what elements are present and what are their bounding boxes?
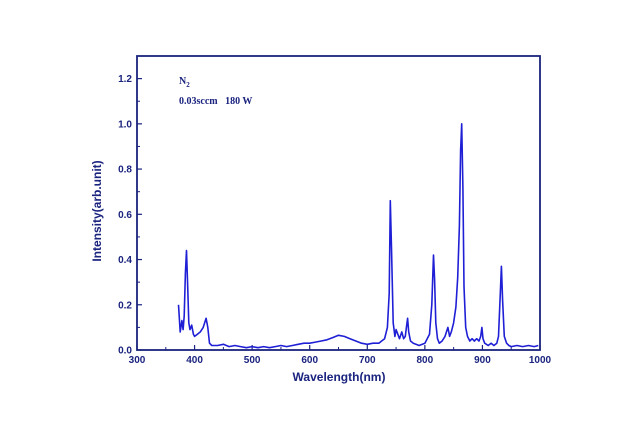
x-axis-label: Wavelength(nm) xyxy=(293,370,386,384)
ticks-layer xyxy=(136,78,541,351)
y-tick-label: 0.2 xyxy=(118,300,132,311)
x-tick-label: 500 xyxy=(244,355,261,366)
x-tick-label: 800 xyxy=(417,355,434,366)
y-tick-label: 0.8 xyxy=(118,165,132,176)
x-tick-label: 600 xyxy=(301,355,318,366)
gas-symbol: N xyxy=(179,76,187,87)
x-tick-label: 900 xyxy=(474,355,491,366)
conditions-annotation: 0.03sccm 180 W xyxy=(179,96,252,107)
y-tick-label: 0.4 xyxy=(118,255,132,266)
y-tick-label: 1.0 xyxy=(118,119,132,130)
gas-annotation: N2 xyxy=(179,76,190,89)
gas-subscript: 2 xyxy=(186,81,190,89)
x-tick-label: 400 xyxy=(186,355,203,366)
x-tick-label: 700 xyxy=(359,355,376,366)
y-tick-label: 1.2 xyxy=(118,74,132,85)
y-axis-label: Intensity(arb.unit) xyxy=(90,160,104,261)
x-tick-label: 300 xyxy=(129,355,146,366)
tick-labels-layer: 300 400 500 600 700 800 900 1000 0.0 0.2 0.4 0.6 0.8… xyxy=(118,74,551,366)
plot-frame xyxy=(136,55,541,351)
spectrum-series-line xyxy=(177,123,539,349)
x-tick-label: 1000 xyxy=(529,355,552,366)
y-tick-label: 0.6 xyxy=(118,210,132,221)
y-tick-label: 0.0 xyxy=(118,346,132,357)
